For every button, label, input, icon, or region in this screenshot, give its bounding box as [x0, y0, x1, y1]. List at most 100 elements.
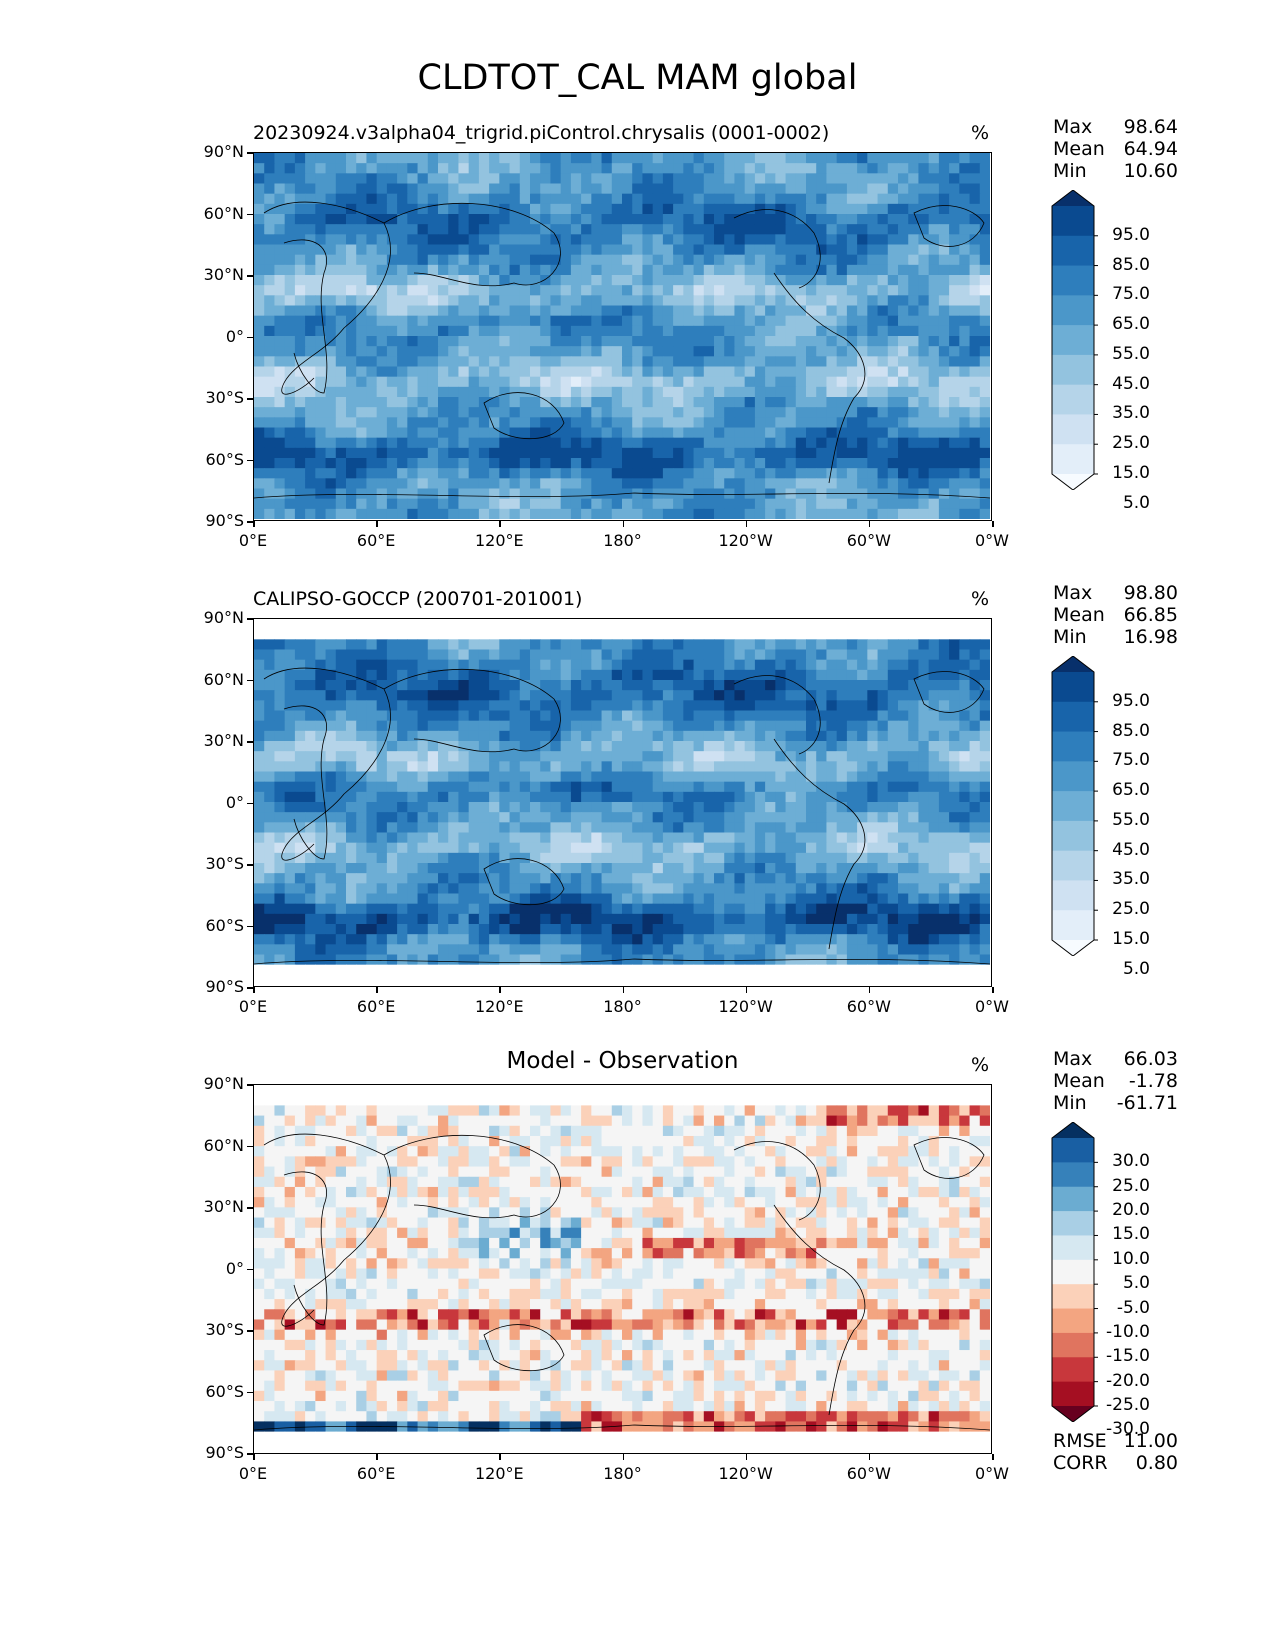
field-cell [458, 478, 470, 490]
field-cell [581, 458, 592, 469]
field-cell [622, 336, 633, 347]
field-cell [754, 680, 766, 691]
field-cell [714, 751, 725, 762]
field-cell [417, 498, 429, 510]
field-cell [979, 427, 990, 439]
field-cell [284, 873, 296, 884]
cloud-field-map [254, 153, 990, 519]
field-cell [806, 903, 817, 915]
field-cell [489, 720, 500, 732]
field-cell [724, 863, 736, 874]
field-cell [765, 437, 776, 449]
field-cell [734, 659, 746, 671]
field-cell [417, 386, 429, 398]
field-cell [509, 427, 521, 439]
field-cell [775, 427, 787, 439]
field-cell [765, 183, 776, 195]
field-cell [489, 163, 500, 174]
field-cell [887, 376, 899, 388]
field-cell [846, 761, 858, 773]
field-cell [826, 852, 838, 864]
field-cell [254, 183, 265, 195]
field-cell [376, 447, 388, 459]
field-cell [938, 325, 950, 337]
field-cell [335, 346, 347, 357]
field-cell [254, 741, 265, 752]
field-cell [877, 437, 889, 449]
field-cell [724, 264, 736, 276]
field-cell [386, 244, 398, 256]
field-cell [438, 285, 449, 296]
field-cell [754, 659, 766, 671]
field-cell [346, 822, 357, 834]
field-cell [284, 488, 296, 500]
field-cell [315, 924, 327, 935]
field-cell [765, 193, 776, 205]
field-cell [765, 893, 776, 905]
field-cell [581, 842, 592, 854]
field-cell [407, 264, 419, 276]
field-cell [376, 842, 388, 854]
field-cell [938, 619, 950, 630]
field-cell [949, 852, 960, 864]
field-cell [356, 153, 368, 164]
field-cell [509, 659, 521, 671]
field-cell [795, 285, 807, 296]
field-cell [560, 771, 572, 783]
field-cell [448, 488, 460, 500]
field-cell [366, 366, 378, 378]
field-cell [335, 417, 347, 429]
field-cell [662, 244, 674, 256]
field-cell [325, 730, 337, 742]
field-cell [652, 791, 664, 803]
field-cell [366, 629, 378, 640]
field-cell [284, 478, 296, 490]
field-cell [427, 873, 439, 884]
field-cell [284, 659, 296, 671]
field-cell [468, 366, 480, 378]
field-cell [846, 346, 858, 357]
field-cell [918, 649, 930, 661]
field-cell [356, 173, 368, 185]
field-cell [949, 203, 960, 215]
field-cell [673, 639, 684, 651]
field-cell [846, 458, 858, 469]
field-cell [397, 468, 408, 479]
field-cell [724, 710, 736, 722]
field-cell [846, 437, 858, 449]
field-cell [570, 366, 582, 378]
field-cell [703, 863, 715, 874]
field-cell [816, 669, 828, 681]
field-cell [775, 244, 787, 256]
field-cell [806, 913, 817, 925]
field-cell [264, 781, 276, 793]
field-cell [846, 639, 858, 651]
field-cell [836, 275, 848, 286]
field-cell [325, 619, 337, 630]
field-cell [754, 173, 766, 185]
field-cell [417, 700, 429, 712]
field-cell [949, 924, 960, 935]
field-cell [591, 193, 603, 205]
field-cell [509, 203, 521, 215]
field-cell [438, 842, 449, 854]
field-cell [509, 741, 521, 752]
field-cell [642, 741, 654, 752]
field-cell [959, 386, 971, 398]
field-cell [969, 649, 981, 661]
field-cell [468, 822, 480, 834]
field-cell [356, 366, 368, 378]
field-cell [407, 649, 419, 661]
field-cell [438, 478, 449, 490]
field-cell [417, 690, 429, 701]
field-cell [427, 224, 439, 235]
field-cell [662, 356, 674, 368]
field-cell [376, 659, 388, 671]
field-cell [417, 659, 429, 671]
field-cell [489, 832, 500, 844]
field-cell [959, 366, 971, 378]
field-cell [601, 356, 613, 368]
field-cell [673, 285, 684, 296]
field-cell [918, 315, 930, 327]
field-cell [468, 619, 480, 630]
